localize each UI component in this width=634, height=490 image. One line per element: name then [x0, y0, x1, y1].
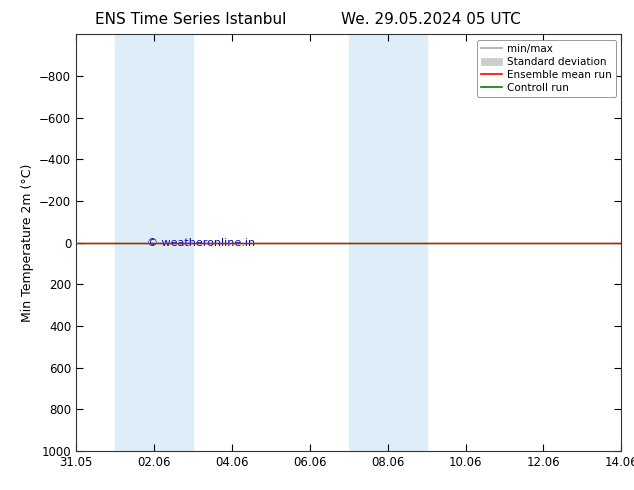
Bar [115, 34, 193, 451]
Text: We. 29.05.2024 05 UTC: We. 29.05.2024 05 UTC [341, 12, 521, 27]
Bar [349, 34, 427, 451]
Text: © weatheronline.in: © weatheronline.in [147, 238, 255, 247]
Text: ENS Time Series Istanbul: ENS Time Series Istanbul [94, 12, 286, 27]
Legend: min/max, Standard deviation, Ensemble mean run, Controll run: min/max, Standard deviation, Ensemble me… [477, 40, 616, 97]
Y-axis label: Min Temperature 2m (°C): Min Temperature 2m (°C) [20, 163, 34, 322]
